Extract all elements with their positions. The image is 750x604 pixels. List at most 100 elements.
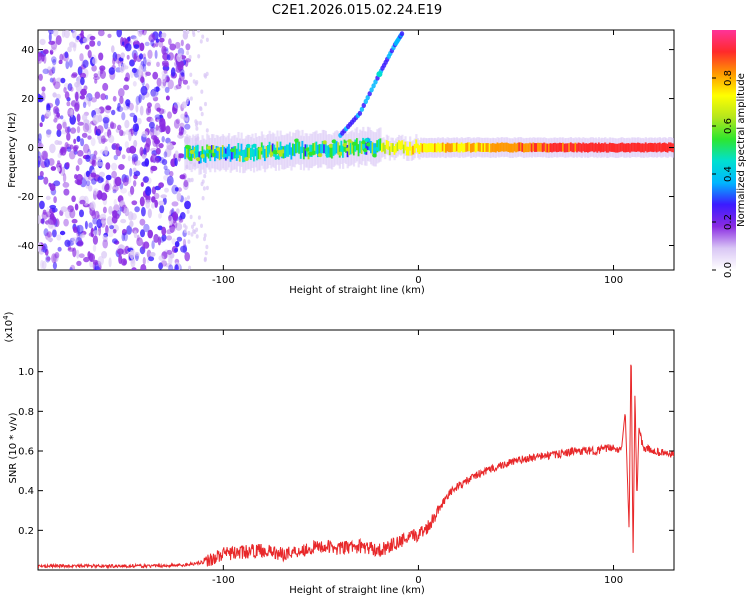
noise-speckle [141,206,146,217]
echo-core-cell [630,142,633,152]
echo-core-cell [390,143,393,152]
echo-core-cell [324,142,327,155]
echo-core-cell [665,143,668,152]
echo-core-cell [577,142,580,152]
noise-speckle [102,117,110,124]
noise-speckle [201,34,205,39]
noise-speckle [46,129,51,138]
noise-speckle [148,34,156,43]
echo-core-cell [549,143,552,152]
noise-speckle [76,126,81,134]
echo-core-cell [457,143,460,153]
noise-speckle [145,106,152,116]
noise-speckle [119,66,125,73]
echo-core-cell [426,143,429,153]
noise-speckle [46,256,51,261]
echo-core-cell [624,143,627,153]
noise-speckle [133,44,140,49]
noise-speckle [173,119,180,129]
noise-speckle [133,230,138,239]
noise-speckle [70,127,77,134]
noise-speckle [133,115,138,123]
noise-speckle [38,73,43,81]
echo-core-cell [502,142,505,152]
noise-speckle [152,96,159,102]
noise-speckle [176,192,182,202]
noise-speckle [63,188,70,196]
noise-speckle [158,262,164,270]
noise-speckle [111,210,118,215]
echo-core-cell [504,142,507,152]
y-tick-label: 1.0 [18,367,34,378]
echo-core-cell [669,142,672,152]
noise-speckle [101,251,108,259]
echo-core-cell [376,140,379,153]
noise-speckle [153,192,160,200]
echo-core-cell [479,143,482,152]
echo-core-cell [509,143,512,153]
noise-speckle [176,53,183,63]
noise-speckle [181,72,185,77]
echo-core-cell [315,141,318,154]
echo-core-cell [351,141,354,154]
noise-speckle [150,165,154,174]
noise-speckle [134,206,140,213]
echo-core-cell [621,142,624,152]
noise-speckle [148,121,155,129]
noise-speckle [100,213,107,220]
echo-core-cell [251,144,254,157]
snr-series-line [38,364,674,570]
echo-core-cell [402,144,405,154]
noise-speckle [56,162,62,169]
echo-core-cell [566,143,569,153]
echo-blob [258,147,264,152]
spectrogram-y-label: Frequency (Hz) [7,112,18,188]
echo-core-cell [587,143,590,153]
echo-core-cell [613,143,616,153]
noise-speckle [56,123,62,131]
echo-core-cell [237,143,240,156]
noise-speckle [170,67,176,77]
noise-speckle [121,154,126,160]
noise-speckle [105,105,112,111]
noise-speckle [65,162,70,168]
echo-core-cell [558,142,562,152]
echo-core-cell [201,146,204,159]
noise-speckle [174,187,179,192]
noise-speckle [126,54,130,60]
noise-speckle [42,68,50,75]
noise-speckle [187,230,191,236]
echo-blob [245,143,251,148]
noise-speckle [57,246,62,252]
noise-speckle [185,58,192,63]
noise-speckle [125,129,131,135]
noise-speckle [161,136,165,143]
noise-speckle [205,244,209,250]
noise-speckle [189,96,193,101]
echo-core-cell [641,143,644,153]
noise-speckle [81,132,88,138]
echo-core-cell [652,143,655,153]
echo-core-cell [441,142,444,152]
y-tick-label: 0.4 [18,486,34,497]
noise-speckle [158,182,165,189]
noise-speckle [90,201,96,211]
noise-speckle [189,72,193,78]
echo-core-cell [359,140,362,153]
noise-speckle [203,173,207,179]
noise-speckle [42,209,47,215]
colorbar-tick-label: 0.4 [723,166,734,182]
noise-speckle [39,122,43,127]
noise-speckle [202,186,206,191]
echo-core-cell [562,142,565,152]
echo-core-cell [404,141,407,151]
noise-speckle [52,30,59,37]
echo-core-cell [271,143,274,156]
noise-speckle [178,126,184,135]
noise-speckle [79,233,86,238]
noise-speckle [82,101,87,109]
noise-speckle [204,74,208,79]
echo-blob [337,151,343,156]
noise-speckle [89,40,96,47]
echo-core-cell [345,140,348,153]
